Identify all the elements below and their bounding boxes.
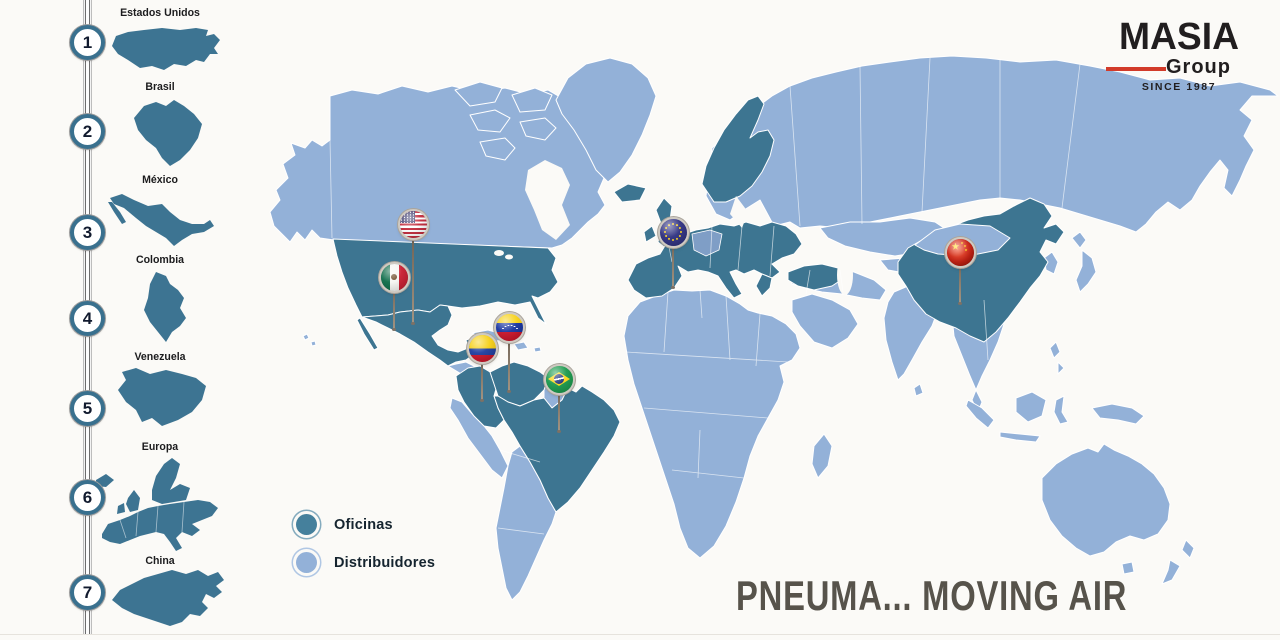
- sidebar-number-2: 2: [70, 114, 105, 149]
- china-flag-pin-icon: [946, 238, 974, 266]
- brazil-silhouette-icon: [116, 96, 216, 169]
- sidebar-number-3: 3: [70, 215, 105, 250]
- colombia-silhouette-icon: [122, 268, 202, 346]
- masia-group-logo: MASIA Group SINCE 1987: [1106, 18, 1252, 93]
- usa-flag-pin-icon: [399, 210, 427, 238]
- europe-flag-pin-icon: [659, 218, 687, 246]
- number-label: 7: [82, 582, 93, 602]
- distributor-regions: [269, 55, 1279, 601]
- sidebar-label-mexico: México: [142, 174, 178, 186]
- pin-stick: [411, 224, 415, 325]
- venezuela-flag-pin-icon: [495, 313, 523, 341]
- mexico-silhouette-icon: [106, 190, 218, 250]
- number-label: 2: [82, 121, 93, 141]
- sidebar-label-estados-unidos: Estados Unidos: [120, 7, 200, 19]
- region-mexico: [361, 304, 479, 367]
- distribuidores-dot-icon: [296, 552, 317, 573]
- bottom-divider: [0, 634, 1280, 635]
- logo-brand-text: MASIA: [1118, 16, 1239, 58]
- legend-item-oficinas: Oficinas: [296, 514, 435, 535]
- sidebar-number-5: 5: [70, 391, 105, 426]
- sidebar-label-venezuela: Venezuela: [134, 351, 186, 363]
- europe-silhouette-icon: [92, 456, 230, 552]
- pin-stick: [392, 277, 396, 331]
- region-africa: [623, 289, 801, 559]
- logo-subbrand-text: Group: [1166, 56, 1231, 78]
- usa-silhouette-icon: [108, 24, 223, 78]
- legend-item-distribuidores: Distribuidores: [296, 552, 435, 573]
- map-legend: Oficinas Distribuidores: [296, 514, 435, 590]
- pin-stick: [671, 232, 675, 289]
- logo-red-underline: [1106, 67, 1166, 71]
- region-greenland: [555, 57, 657, 183]
- sidebar-label-europa: Europa: [141, 441, 179, 453]
- mexico-flag-pin-icon: [380, 263, 408, 291]
- pin-stick: [480, 348, 484, 402]
- number-label: 4: [82, 308, 93, 328]
- pin-stick: [557, 379, 561, 433]
- pin-stick: [507, 327, 511, 393]
- region-germany: [691, 229, 723, 257]
- number-label: 6: [82, 487, 93, 507]
- sidebar-number-7: 7: [70, 575, 105, 610]
- legend-label: Oficinas: [334, 516, 393, 533]
- sidebar-number-1: 1: [70, 25, 105, 60]
- region-brazil: [493, 385, 621, 513]
- sidebar-label-brasil: Brasil: [145, 81, 175, 93]
- number-label: 1: [82, 32, 93, 52]
- venezuela-silhouette-icon: [104, 364, 216, 432]
- brazil-flag-pin-icon: [545, 365, 573, 393]
- region-australia: [1041, 443, 1171, 557]
- oficinas-dot-icon: [296, 514, 317, 535]
- china-silhouette-icon: [106, 566, 232, 630]
- tagline-text: PNEUMA... MOVING AIR: [736, 572, 1128, 619]
- legend-label: Distribuidores: [334, 554, 436, 571]
- sidebar-number-6: 6: [70, 480, 105, 515]
- sidebar-number-4: 4: [70, 301, 105, 336]
- colombia-flag-pin-icon: [468, 334, 496, 362]
- number-label: 3: [82, 222, 93, 242]
- region-usa: [332, 238, 559, 325]
- sidebar-label-china: China: [145, 555, 175, 567]
- number-label: 5: [82, 398, 93, 418]
- pin-stick: [958, 252, 962, 305]
- sidebar-label-colombia: Colombia: [135, 254, 185, 266]
- logo-since-text: SINCE 1987: [1141, 81, 1217, 93]
